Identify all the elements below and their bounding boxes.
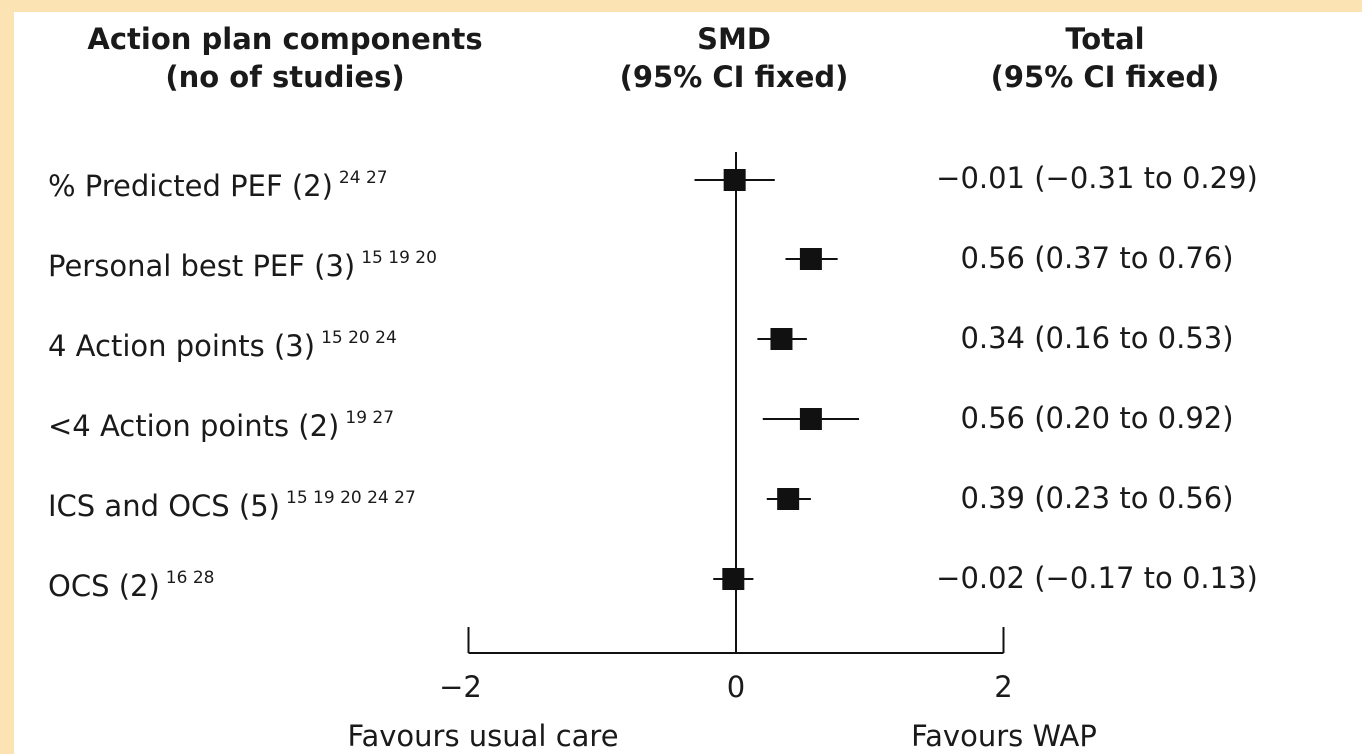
row-value: 0.34 (0.16 to 0.53) [960,321,1234,355]
row-refs: 15 19 20 24 27 [286,488,416,508]
forest-marks [694,169,860,590]
row-label-text: <4 Action points (2) [48,409,340,443]
row-label: <4 Action points (2) 19 27 [48,400,394,444]
row-value: 0.39 (0.23 to 0.56) [960,481,1234,515]
header-smd: SMD (95% CI fixed) [584,20,884,96]
row-label: ICS and OCS (5) 15 19 20 24 27 [48,480,416,524]
x-axis: −2 0 2 Favours usual care Favours WAP [347,152,1097,753]
row-label: Personal best PEF (3) 15 19 20 [48,240,437,284]
favours-wap-caption: Favours WAP [911,719,1097,753]
header-total-line1: Total [1065,22,1145,56]
row-label: 4 Action points (3) 15 20 24 [48,320,397,364]
row-refs: 16 28 [165,568,215,588]
tick-label: 0 [727,670,745,704]
row-value: 0.56 (0.37 to 0.76) [960,241,1234,275]
header-total: Total (95% CI fixed) [960,20,1250,96]
favours-usual-care-caption: Favours usual care [347,719,618,753]
row-label: OCS (2) 16 28 [48,560,214,604]
point-estimate [799,248,822,270]
row-refs: 15 20 24 [321,328,397,348]
header-components: Action plan components (no of studies) [60,20,510,96]
row-refs: 19 27 [345,408,395,428]
row-label-text: OCS (2) [48,569,160,603]
row-label-text: % Predicted PEF (2) [48,169,333,203]
point-estimate [770,328,793,350]
header-smd-line2: (95% CI fixed) [619,60,849,94]
row-label-text: 4 Action points (3) [48,329,316,363]
row-refs: 15 19 20 [361,248,437,268]
tick-label: −2 [439,670,482,704]
row-label: % Predicted PEF (2) 24 27 [48,160,388,204]
point-estimate [723,169,746,191]
figure-panel [14,12,1362,754]
header-components-line1: Action plan components [87,22,483,56]
row-value: −0.02 (−0.17 to 0.13) [936,561,1258,595]
header-smd-line1: SMD [697,22,771,56]
row-label-text: Personal best PEF (3) [48,249,356,283]
tick-label: 2 [994,670,1012,704]
point-estimate [799,408,822,430]
header-total-line2: (95% CI fixed) [990,60,1220,94]
row-value: −0.01 (−0.31 to 0.29) [936,161,1258,195]
row-label-text: ICS and OCS (5) [48,489,280,523]
point-estimate [722,568,745,590]
point-estimate [777,488,800,510]
header-components-line2: (no of studies) [165,60,405,94]
row-value: 0.56 (0.20 to 0.92) [960,401,1234,435]
row-refs: 24 27 [338,168,388,188]
